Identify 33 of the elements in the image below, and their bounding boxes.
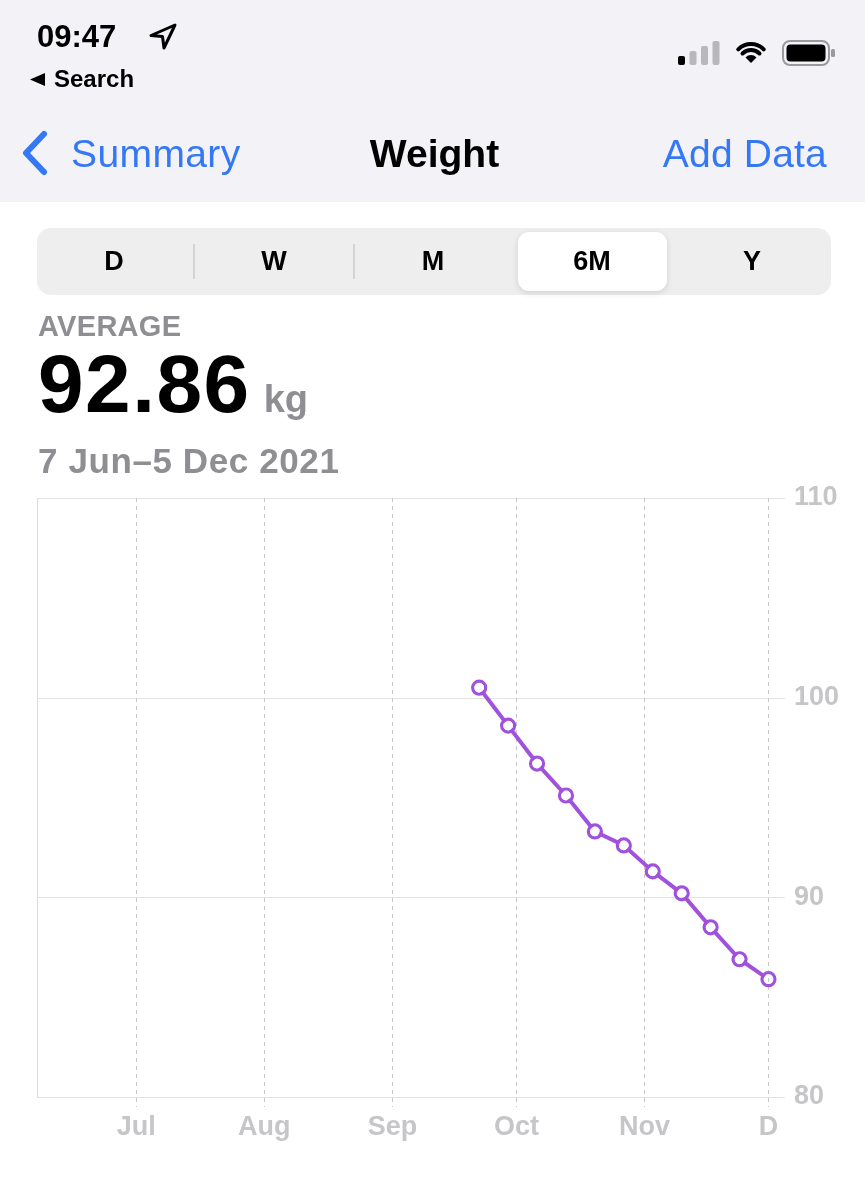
point bbox=[760, 971, 777, 988]
point bbox=[673, 885, 690, 902]
point bbox=[471, 679, 488, 696]
text: W bbox=[260, 246, 288, 276]
y-tick-label: 80 bbox=[794, 1080, 825, 1111]
x-tick-label: Jul bbox=[116, 1110, 156, 1141]
point bbox=[557, 787, 575, 804]
x-tick-label: Oct bbox=[493, 1110, 539, 1141]
text: 09:47 bbox=[37, 19, 117, 54]
chart-title: Weight bbox=[369, 132, 500, 175]
text: Search bbox=[54, 65, 135, 92]
y-tick-label: 90 bbox=[794, 880, 825, 911]
text: Y bbox=[742, 246, 762, 276]
x-tick-label: Sep bbox=[367, 1110, 418, 1141]
point bbox=[644, 863, 661, 880]
point bbox=[500, 717, 517, 734]
chart-subtitle: 7 Jun–5 Dec 2021 bbox=[38, 441, 340, 480]
x-tick-label: Nov bbox=[618, 1110, 670, 1141]
point bbox=[528, 755, 546, 772]
text: M bbox=[420, 246, 446, 276]
point bbox=[615, 837, 632, 854]
x-tick-label: D bbox=[758, 1110, 779, 1141]
point bbox=[731, 951, 748, 968]
point bbox=[702, 919, 719, 936]
y-tick-label: 110 bbox=[794, 481, 838, 512]
text: Summary bbox=[71, 132, 241, 175]
text: 6M bbox=[572, 246, 612, 276]
point bbox=[586, 823, 603, 840]
x-tick-label: Aug bbox=[238, 1110, 291, 1141]
text: Add Data bbox=[662, 132, 827, 175]
text: kg bbox=[263, 378, 309, 420]
text: D bbox=[103, 246, 125, 276]
y-tick-label: 100 bbox=[794, 681, 840, 712]
